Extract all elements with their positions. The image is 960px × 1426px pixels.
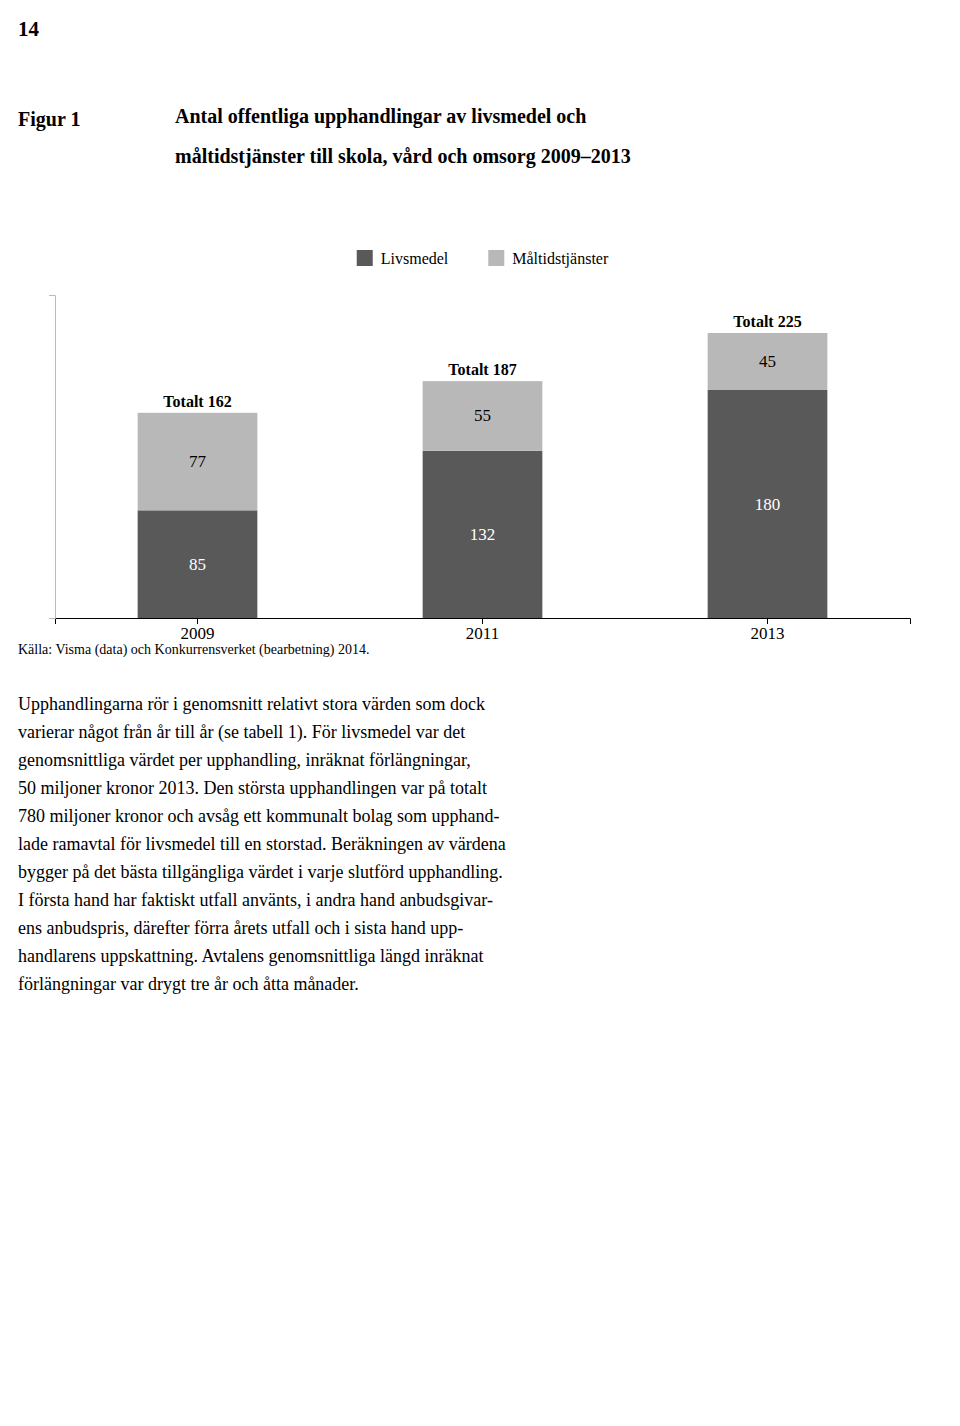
bar (138, 413, 258, 511)
x-tick: 2011 (466, 618, 499, 643)
page-number: 14 (18, 17, 40, 41)
title: Antal offentliga upphandlingar av livsme… (175, 105, 586, 128)
legend-label: Livsmedel (381, 250, 449, 267)
bar (138, 510, 258, 618)
body-line: genomsnittliga värdet per upphandling, i… (18, 750, 471, 770)
data-labels: 85 132 180 77 55 45 Totalt 162 Totalt 187 Totalt… (163, 313, 801, 574)
body-line: varierar något från år till år (se tabel… (18, 722, 465, 743)
legend-label: Måltidstjänster (512, 250, 609, 268)
bar (423, 381, 543, 451)
bar (708, 390, 828, 618)
total-label: Totalt 187 (448, 361, 516, 378)
x-tick-label: 2011 (466, 624, 499, 643)
y-axis (49, 296, 56, 619)
title: måltidstjänster till skola, vård och oms… (175, 145, 631, 168)
source: Källa: Visma (data) och Konkurrensverket… (18, 642, 370, 658)
y-axis-line (49, 296, 56, 619)
body-line: ens anbudspris, därefter förra årets utf… (18, 918, 463, 938)
body-text: Upphandlingarna rör i genomsnitt relativ… (18, 694, 506, 994)
x-tick-label: 2013 (751, 624, 785, 643)
legend-swatch (357, 250, 373, 266)
page: 14 Figur 1 Antal offentliga upphandlingar … (0, 0, 960, 1426)
x-tick-label: 2009 (181, 624, 215, 643)
x-axis: 2009 2011 2013 (56, 618, 911, 643)
legend: Livsmedel Måltidstjänster (357, 250, 609, 268)
data-label: 85 (189, 555, 206, 574)
total-label: Totalt 225 (733, 313, 801, 330)
body-line: bygger på det bästa tillgängliga värdet … (18, 862, 503, 882)
figure-label: Figur 1 (18, 108, 80, 131)
data-label: 77 (189, 452, 207, 471)
data-label: 132 (470, 525, 496, 544)
body-line: handlarens uppskattning. Avtalens genoms… (18, 946, 484, 966)
bar (708, 333, 828, 390)
legend-swatch (488, 250, 504, 266)
data-label: 45 (759, 352, 776, 371)
body-line: förlängningar var drygt tre år och åtta … (18, 974, 359, 994)
body-line: 780 miljoner kronor och avsåg ett kommun… (18, 806, 499, 826)
body-line: Upphandlingarna rör i genomsnitt relativ… (18, 694, 485, 714)
data-label: 55 (474, 406, 491, 425)
x-tick: 2009 (181, 618, 215, 643)
legend-item: Livsmedel (357, 250, 449, 267)
body-line: 50 miljoner kronor 2013. Den största upp… (18, 778, 487, 798)
bars (138, 333, 828, 618)
bar (423, 451, 543, 618)
data-label: 180 (755, 495, 781, 514)
body-line: I första hand har faktiskt utfall använt… (18, 890, 493, 910)
legend-item: Måltidstjänster (488, 250, 609, 268)
x-tick: 2013 (751, 618, 785, 643)
total-label: Totalt 162 (163, 393, 231, 410)
body-line: lade ramavtal för livsmedel till en stor… (18, 834, 506, 854)
